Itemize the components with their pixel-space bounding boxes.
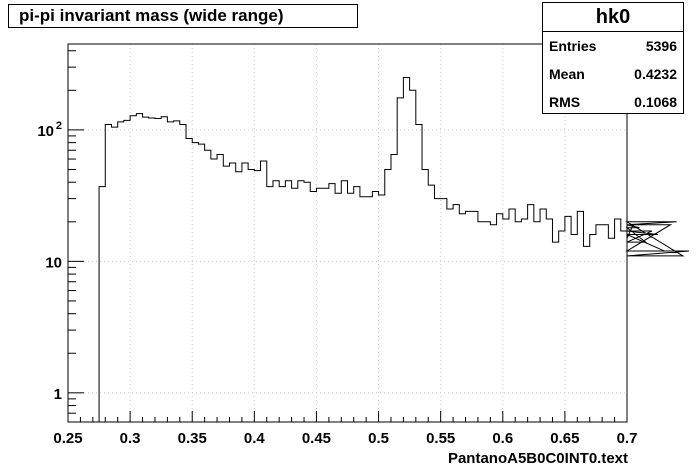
stats-box: hk0 Entries 5396 Mean 0.4232 RMS 0.1068: [542, 2, 684, 114]
stats-row-mean: Mean 0.4232: [549, 66, 677, 86]
x-tick-label: 0.7: [617, 430, 638, 447]
stats-key: Mean: [549, 66, 585, 82]
x-tick-label: 0.6: [492, 430, 513, 447]
stats-value: 0.4232: [634, 66, 677, 82]
stats-histogram-name: hk0: [543, 3, 683, 32]
chart-title: pi-pi invariant mass (wide range): [19, 6, 284, 25]
x-axis: 0.25 0.3 0.35 0.4 0.45 0.5 0.55 0.6 0.65 0.7: [53, 411, 637, 447]
stats-row-entries: Entries 5396: [549, 38, 677, 58]
stats-key: Entries: [549, 38, 597, 54]
y-tick-label: 1: [54, 386, 62, 403]
x-tick-label: 0.4: [244, 430, 266, 447]
stats-value: 5396: [645, 38, 677, 54]
stats-value: 0.1068: [634, 94, 677, 110]
x-tick-label: 0.25: [53, 430, 82, 447]
y-tick-exponent: 2: [56, 120, 62, 132]
plot-frame: [67, 43, 628, 423]
x-tick-label: 0.55: [426, 430, 455, 447]
x-tick-label: 0.65: [550, 430, 579, 447]
title-box: pi-pi invariant mass (wide range): [8, 4, 358, 28]
x-tick-label: 0.35: [178, 430, 207, 447]
x-axis-title: PantanoA5B0C0INT0.text: [447, 450, 628, 467]
y-tick-label: 10: [37, 123, 54, 140]
stats-key: RMS: [549, 94, 581, 110]
x-tick-label: 0.3: [120, 430, 141, 447]
stats-row-rms: RMS 0.1068: [549, 94, 677, 114]
x-tick-label: 0.5: [368, 430, 389, 447]
x-tick-label: 0.45: [302, 430, 331, 447]
y-tick-label: 10: [45, 254, 62, 271]
histogram-series: [98, 77, 690, 422]
